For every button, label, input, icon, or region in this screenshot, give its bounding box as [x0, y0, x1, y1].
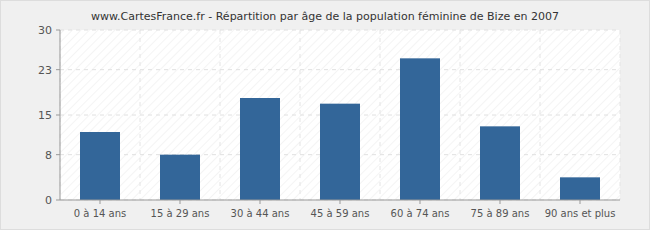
bar [160, 155, 200, 200]
grid-vertical [60, 30, 61, 200]
x-tick-label: 30 à 44 ans [231, 208, 290, 219]
background [1, 1, 650, 230]
y-tick [56, 154, 60, 155]
x-tick [340, 200, 341, 204]
bar [240, 98, 280, 200]
y-tick-label: 15 [38, 109, 52, 122]
bar [320, 104, 360, 200]
x-tick-label: 0 à 14 ans [74, 208, 126, 219]
title: www.CartesFrance.fr - Répartition par âg… [91, 10, 559, 23]
x-tick [500, 200, 501, 204]
chart-container: 0 8 15 23 30 0 à 14 ans 15 à 29 ans 30 à 44 ans… [0, 0, 650, 230]
x-tick [260, 200, 261, 204]
chart: 0 8 15 23 30 0 à 14 ans 15 à 29 ans 30 à 44 ans… [0, 0, 650, 230]
y-tick [56, 69, 60, 70]
bar [80, 132, 120, 200]
y-tick [56, 30, 60, 31]
y-tick [56, 200, 60, 201]
x-axis [60, 200, 620, 201]
x-tick [580, 200, 581, 204]
y-tick-label: 23 [38, 64, 52, 77]
plot-area [60, 30, 620, 200]
y-tick-label: 8 [45, 149, 52, 162]
x-tick-label: 90 ans et plus [545, 208, 616, 219]
x-tick [100, 200, 101, 204]
x-tick [420, 200, 421, 204]
bar [560, 177, 600, 200]
y-tick [56, 115, 60, 116]
x-tick-label: 45 à 59 ans [311, 208, 370, 219]
y-tick-label: 30 [38, 24, 52, 37]
bar [400, 58, 440, 200]
grid-line [60, 200, 620, 201]
x-tick-label: 15 à 29 ans [151, 208, 210, 219]
y-axis [60, 30, 61, 200]
grid-line [60, 69, 620, 70]
y-tick-label: 0 [45, 194, 52, 207]
bar [480, 126, 520, 200]
grid-line [60, 30, 620, 31]
x-tick-label: 75 à 89 ans [471, 208, 530, 219]
bars [80, 58, 600, 200]
x-tick [180, 200, 181, 204]
x-tick-label: 60 à 74 ans [391, 208, 450, 219]
